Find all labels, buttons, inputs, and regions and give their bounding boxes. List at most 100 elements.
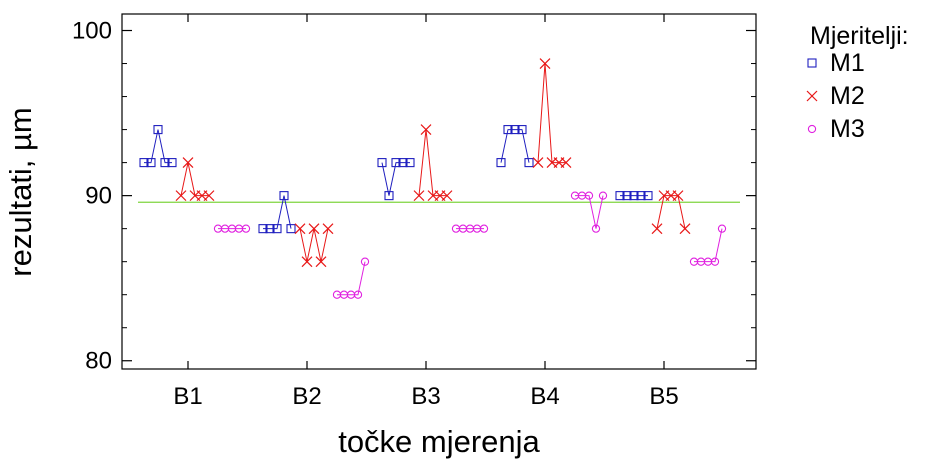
legend-title: Mjeritelji:: [810, 22, 909, 50]
legend-label-m3: M3: [830, 115, 865, 143]
x-tick-label-b2: B2: [292, 383, 321, 410]
series-m1-point: [636, 191, 646, 201]
series-m2-line-b4: [537, 63, 566, 164]
series-m1-point: [384, 191, 394, 201]
series-m1-line-b3: [381, 162, 410, 196]
series-m1-point: [272, 224, 282, 234]
legend-marker-m3: [807, 124, 817, 134]
series-m2-point: [539, 58, 551, 69]
series-m2-point-stroke-b: [294, 223, 306, 235]
series-m1-point: [643, 191, 653, 201]
series-m2-point-stroke-b: [420, 124, 432, 136]
series-m2-point-stroke-b: [301, 256, 313, 268]
series-m2-point: [322, 223, 334, 235]
series-layer: [139, 58, 727, 299]
series-m1-point: [405, 158, 415, 168]
series-m2-point: [413, 190, 425, 202]
series-m3-point: [241, 224, 251, 233]
series-m2-point-stroke-b: [539, 58, 551, 69]
series-m2-point-stroke-b: [532, 157, 544, 169]
series-m1-point: [167, 158, 177, 168]
x-tick-label-b4: B4: [530, 383, 559, 410]
series-m3-point: [479, 224, 489, 233]
y-axis-title: rezultati, µm: [3, 107, 38, 276]
series-m1-point: [524, 158, 534, 168]
series-m1-point: [279, 191, 289, 201]
series-m2-point-stroke-b: [322, 223, 334, 235]
series-m3-line-b4: [575, 195, 604, 229]
series-m2-point: [651, 223, 663, 235]
ticks-layer: 80 90 100 B1 B2 B3 B4 B5: [72, 14, 756, 410]
series-m3-point: [598, 191, 608, 200]
series-m2-point-stroke-b: [203, 190, 215, 202]
series-m3-point: [360, 257, 370, 266]
series-m1-point: [496, 158, 506, 168]
series-m2-point: [315, 256, 327, 268]
x-tick-label-b3: B3: [411, 383, 440, 410]
series-m1-point: [153, 125, 163, 135]
series-m2-point-stroke-b: [651, 223, 663, 235]
series-m1-point: [503, 125, 513, 135]
series-m1-point: [265, 224, 275, 234]
legend: Mjeritelji: M1 M2 M3: [806, 22, 909, 143]
series-m1-point: [622, 191, 632, 201]
legend-marker-m2: [806, 90, 818, 102]
series-m2-point-stroke-b: [672, 190, 684, 202]
series-m2-point-stroke-b: [182, 157, 194, 169]
series-m2-point-stroke-b: [560, 157, 572, 169]
series-m2-point-stroke-b: [315, 256, 327, 268]
series-m2-point-stroke-b: [175, 190, 187, 202]
series-m1-point: [398, 158, 408, 168]
y-tick-label: 90: [85, 183, 112, 210]
series-m1-point: [629, 191, 639, 201]
series-m3-point: [710, 257, 720, 266]
series-m3-point: [584, 191, 594, 200]
legend-label-m2: M2: [830, 82, 865, 110]
series-m3-point: [591, 224, 601, 233]
y-tick-label: 80: [85, 348, 112, 375]
series-m2-point: [175, 190, 187, 202]
x-axis-title: točke mjerenja: [338, 424, 540, 459]
x-tick-label-b1: B1: [173, 383, 202, 410]
y-tick-label: 100: [72, 18, 112, 45]
series-m1-point: [139, 158, 149, 168]
series-m2-point: [560, 157, 572, 169]
series-m3-line-b5: [694, 228, 723, 263]
x-tick-label-b5: B5: [649, 383, 678, 410]
series-m2-point: [294, 223, 306, 235]
series-m2-point: [441, 190, 453, 202]
series-m1-point: [377, 158, 387, 168]
series-m1-point: [391, 158, 401, 168]
plot-frame: [121, 13, 757, 370]
series-m3-point: [717, 224, 727, 233]
series-m2-point: [672, 190, 684, 202]
series-m2-point: [203, 190, 215, 202]
legend-marker-m2-stroke-b: [806, 90, 818, 102]
series-m1-line-b1: [144, 129, 172, 164]
series-m1-line-b4: [500, 129, 530, 163]
series-m1-point: [517, 125, 527, 135]
series-m2-point: [308, 223, 320, 235]
series-m1-point: [160, 158, 170, 168]
series-m3-point: [353, 290, 363, 299]
series-m2-point: [532, 157, 544, 169]
series-m1-point: [258, 224, 268, 234]
series-m1-point: [615, 191, 625, 201]
series-m1-point: [510, 125, 520, 135]
legend-label-m1: M1: [830, 49, 865, 77]
series-m3-line-b2: [337, 261, 366, 296]
series-m2-point: [679, 223, 691, 235]
series-m1-line-b2: [263, 195, 292, 230]
series-m1-point: [286, 224, 296, 234]
series-m2-point-stroke-b: [308, 223, 320, 235]
series-m2-point-stroke-b: [679, 223, 691, 235]
series-m1-point: [146, 158, 156, 168]
series-m2-point: [182, 157, 194, 169]
series-m2-line-b3: [418, 129, 447, 197]
series-m2-point: [301, 256, 313, 268]
series-m2-point-stroke-b: [441, 190, 453, 202]
series-m2-point-stroke-b: [413, 190, 425, 202]
legend-marker-m1: [807, 58, 817, 68]
series-m2-point: [420, 124, 432, 136]
